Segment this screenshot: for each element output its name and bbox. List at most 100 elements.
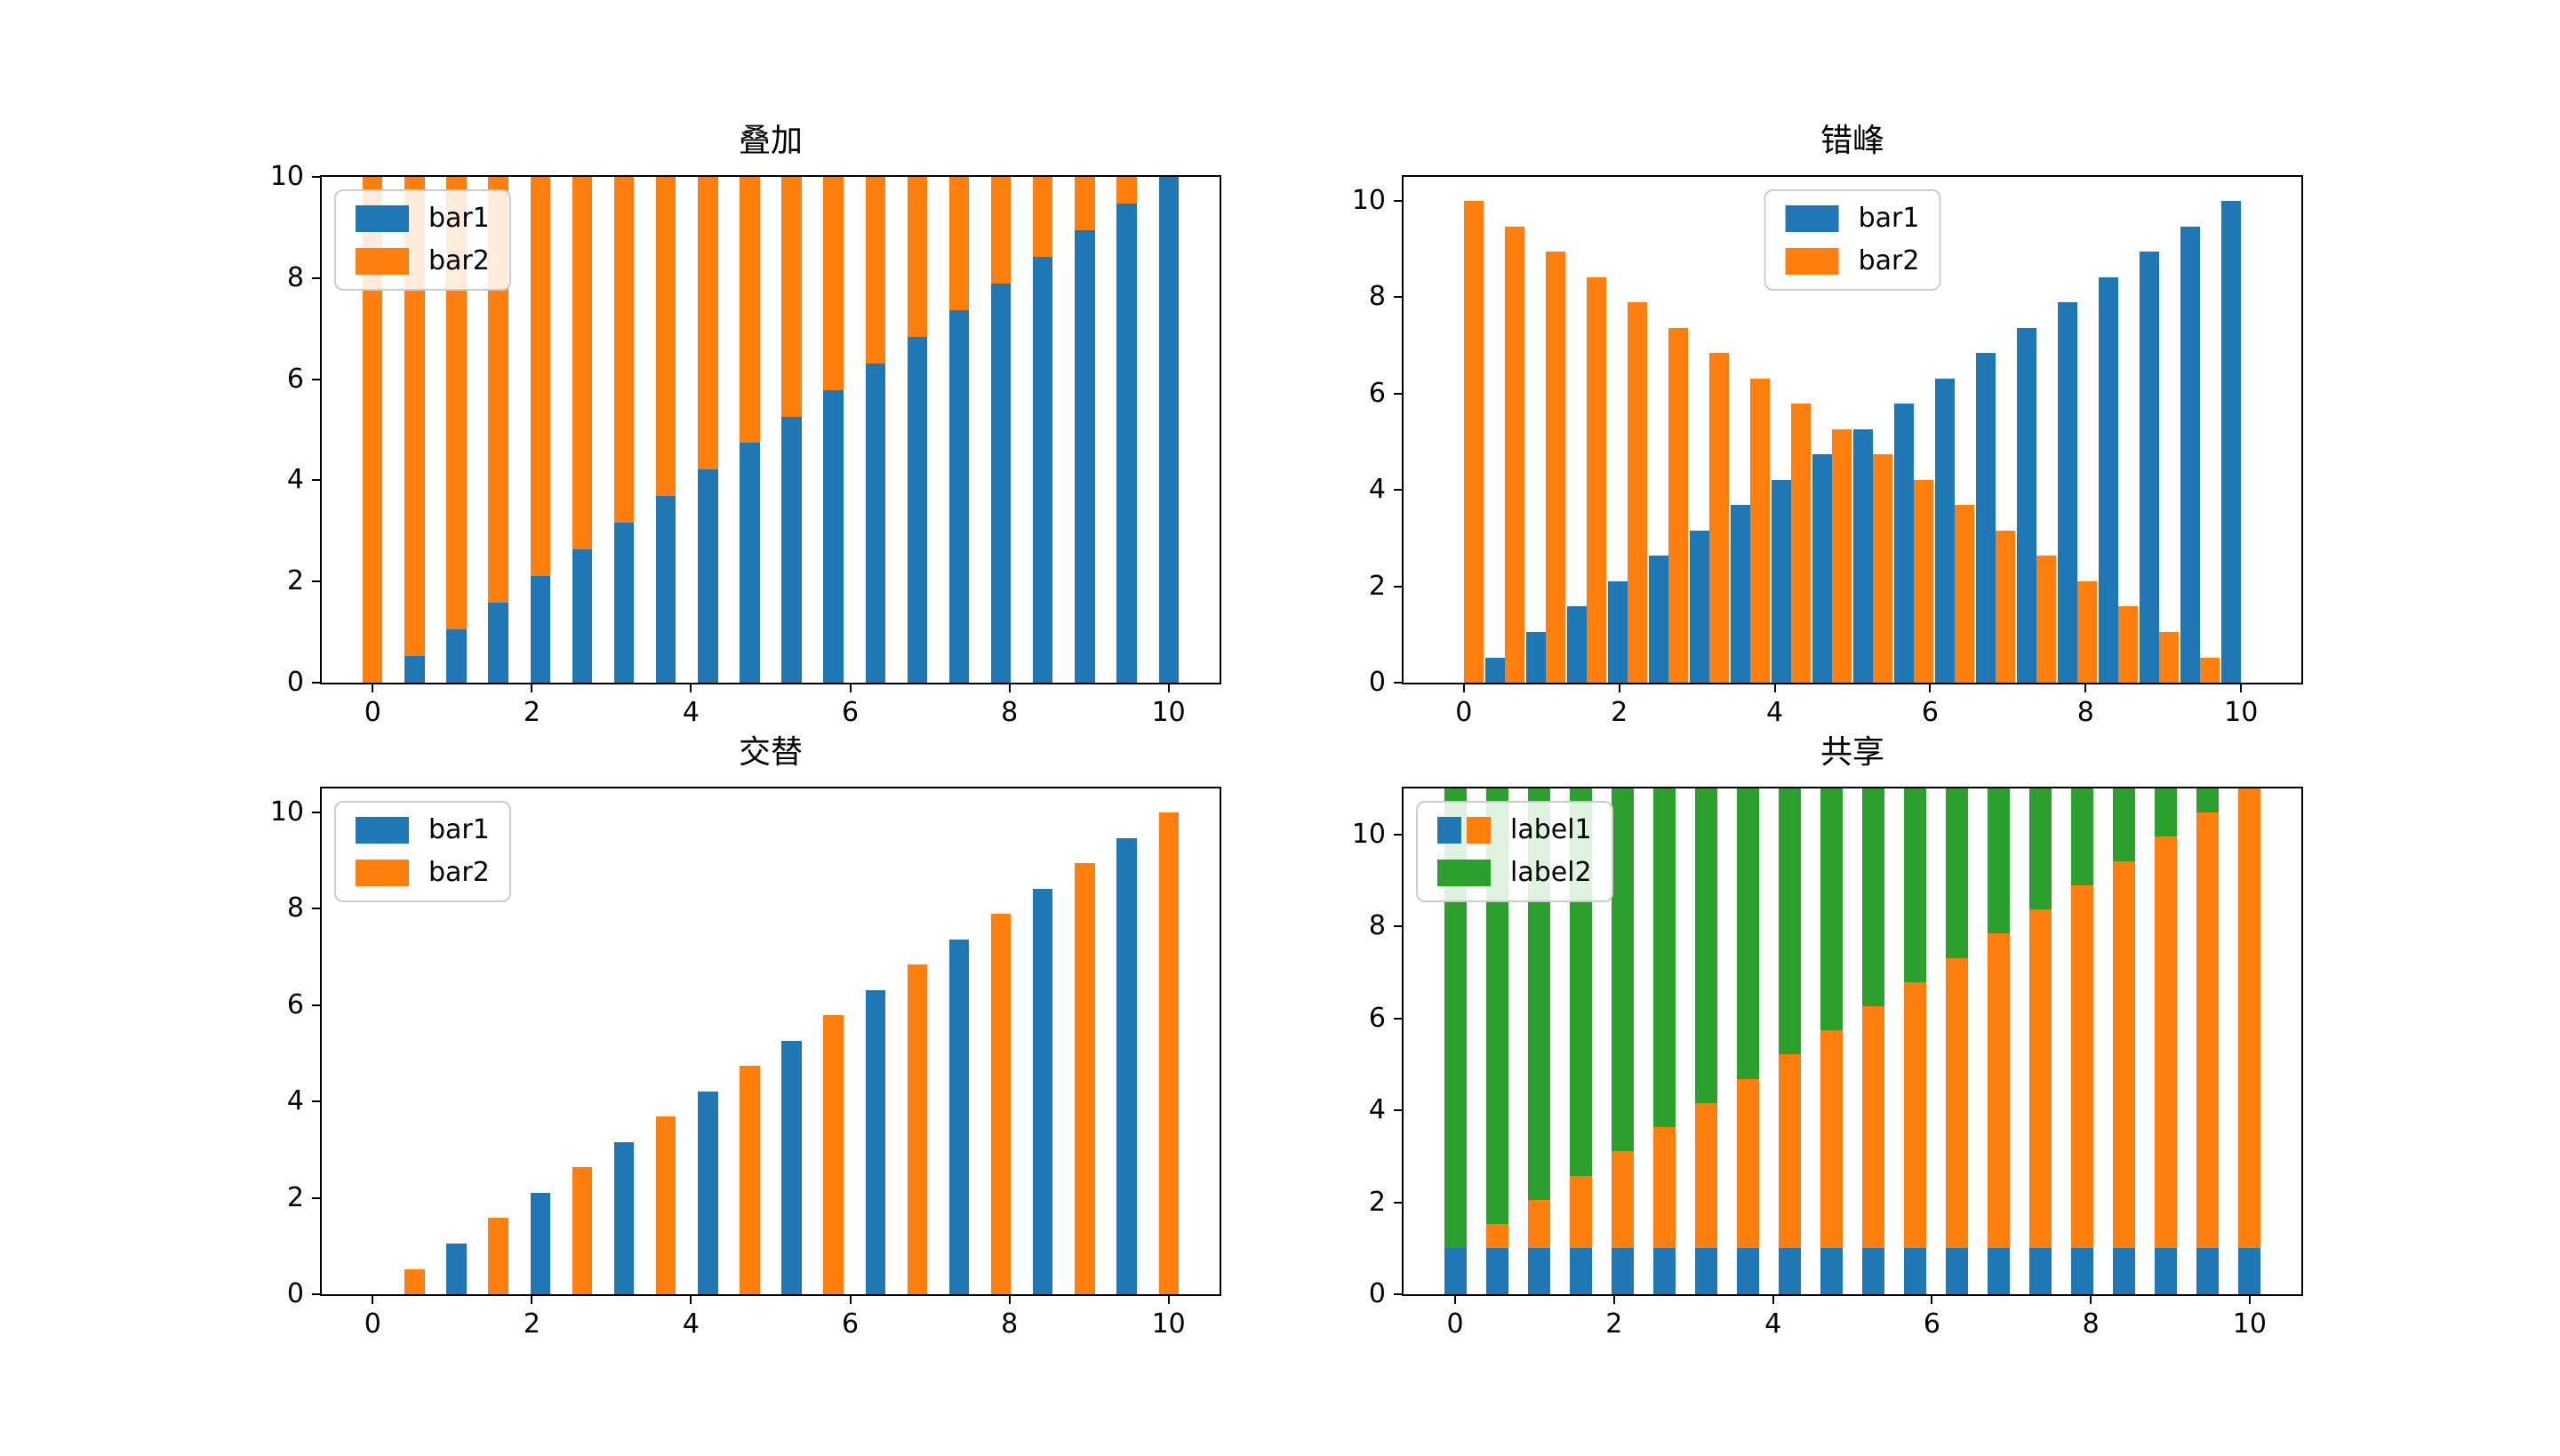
plot-area: 0 2 4 6 8 10 0 2 4 6 8 10 bar1 bar2 <box>1352 175 2303 727</box>
y-tick-label: 4 <box>1368 1094 1386 1126</box>
bar-orange <box>781 177 802 417</box>
y-tick-mark <box>1394 1017 1404 1020</box>
legend: bar1 bar2 <box>1764 189 1941 291</box>
y-tick-mark <box>312 1196 322 1199</box>
y-tick-mark <box>312 276 322 279</box>
bar-blue <box>613 1141 635 1294</box>
legend-entry: bar2 <box>356 860 490 886</box>
y-tick-label: 4 <box>286 1085 304 1117</box>
bar-blue <box>2238 1248 2261 1294</box>
bar-orange <box>1913 479 1933 683</box>
bar-orange <box>2071 884 2094 1249</box>
bar-blue <box>446 629 467 683</box>
bar-orange <box>991 177 1012 284</box>
bar-blue <box>488 603 508 683</box>
y-tick-label: 6 <box>1368 377 1386 409</box>
bar-blue <box>2017 327 2037 683</box>
subplot-grouped: 错峰 0 2 4 6 8 10 0 2 4 6 8 10 bar1 bar2 <box>1352 124 2303 727</box>
bar-orange <box>2113 860 2136 1249</box>
bar-blue <box>1611 1248 1634 1294</box>
x-tick-mark <box>1929 683 1932 692</box>
y-tick-label: 10 <box>1351 185 1386 217</box>
legend-label: label1 <box>1510 814 1592 845</box>
x-tick-label: 6 <box>1923 1308 1940 1340</box>
legend-entry: bar1 <box>356 205 490 232</box>
bar-orange <box>1872 454 1892 683</box>
bar-orange <box>698 177 718 470</box>
x-tick-label: 8 <box>2082 1308 2100 1340</box>
bar-blue <box>1976 353 1996 683</box>
x-tick-label: 0 <box>364 697 381 728</box>
bar-orange <box>572 177 593 550</box>
y-tick-mark <box>1394 682 1404 684</box>
bar-orange <box>1736 1078 1759 1249</box>
bar-blue <box>1527 1248 1550 1294</box>
legend-swatch-orange <box>1467 817 1491 844</box>
legend-swatch-blue <box>1785 205 1839 232</box>
legend-swatch-group <box>356 817 409 844</box>
bar-orange <box>2118 606 2138 683</box>
bar-blue <box>1935 378 1956 683</box>
bar-blue <box>1652 1248 1676 1294</box>
x-tick-label: 8 <box>2076 697 2094 728</box>
y-tick-label: 10 <box>1351 818 1386 850</box>
bar-orange <box>2155 836 2178 1249</box>
x-tick-mark <box>1454 1294 1457 1304</box>
bar-green <box>2029 788 2052 910</box>
bar-blue <box>572 549 593 683</box>
y-tick-mark <box>312 812 322 814</box>
legend-label: bar2 <box>428 245 490 276</box>
y-tick-label: 0 <box>1368 1278 1386 1309</box>
bar-blue <box>404 656 425 683</box>
bar-orange <box>2159 631 2179 683</box>
legend-label: bar2 <box>1858 245 1920 276</box>
x-tick-label: 4 <box>1764 1308 1782 1340</box>
x-tick-label: 6 <box>841 1308 860 1340</box>
bar-blue <box>698 469 718 683</box>
bar-orange <box>2036 556 2056 683</box>
bar-green <box>1861 788 1884 1007</box>
bar-orange <box>1904 981 1927 1249</box>
legend: bar1 bar2 <box>334 801 511 902</box>
bar-blue <box>1033 888 1053 1294</box>
bar-blue <box>2058 302 2078 683</box>
legend-entry: bar1 <box>1785 205 1919 232</box>
bar-orange <box>1485 1224 1508 1249</box>
y-tick-mark <box>1394 200 1404 203</box>
y-tick-label: 2 <box>1368 1186 1386 1218</box>
bar-blue <box>2113 1248 2136 1294</box>
legend-entry: label1 <box>1437 817 1592 844</box>
bar-orange <box>1861 1006 1884 1249</box>
y-tick-label: 6 <box>1368 1002 1386 1034</box>
legend-label: bar1 <box>428 814 490 845</box>
y-tick-mark <box>1394 392 1404 395</box>
y-tick-label: 0 <box>286 1278 304 1309</box>
bar-blue <box>1158 177 1179 683</box>
bar-green <box>1988 788 2011 934</box>
bar-blue <box>2180 226 2201 683</box>
bar-orange <box>1527 1199 1550 1249</box>
bar-blue <box>1569 1248 1592 1294</box>
y-tick-mark <box>1394 1201 1404 1204</box>
bar-blue <box>2071 1248 2094 1294</box>
x-tick-mark <box>1773 683 1776 692</box>
x-tick-mark <box>1772 1294 1774 1304</box>
bar-orange <box>907 177 928 337</box>
legend-swatch-blue <box>1437 817 1461 844</box>
x-tick-mark <box>2248 1294 2251 1304</box>
bar-blue <box>1116 837 1137 1294</box>
bar-green <box>1820 788 1843 1031</box>
bar-orange <box>404 1268 425 1294</box>
x-tick-label: 2 <box>523 1308 540 1340</box>
x-tick-mark <box>1167 1294 1170 1304</box>
bar-blue <box>2099 276 2119 683</box>
x-tick-mark <box>1612 1294 1615 1304</box>
bar-blue <box>1694 1248 1717 1294</box>
bar-blue <box>1116 203 1137 683</box>
bar-orange <box>948 177 970 310</box>
x-tick-mark <box>1462 683 1465 692</box>
y-tick-mark <box>1394 585 1404 588</box>
y-tick-mark <box>1394 1293 1404 1295</box>
bar-green <box>1778 788 1801 1055</box>
bar-green <box>1736 788 1759 1079</box>
